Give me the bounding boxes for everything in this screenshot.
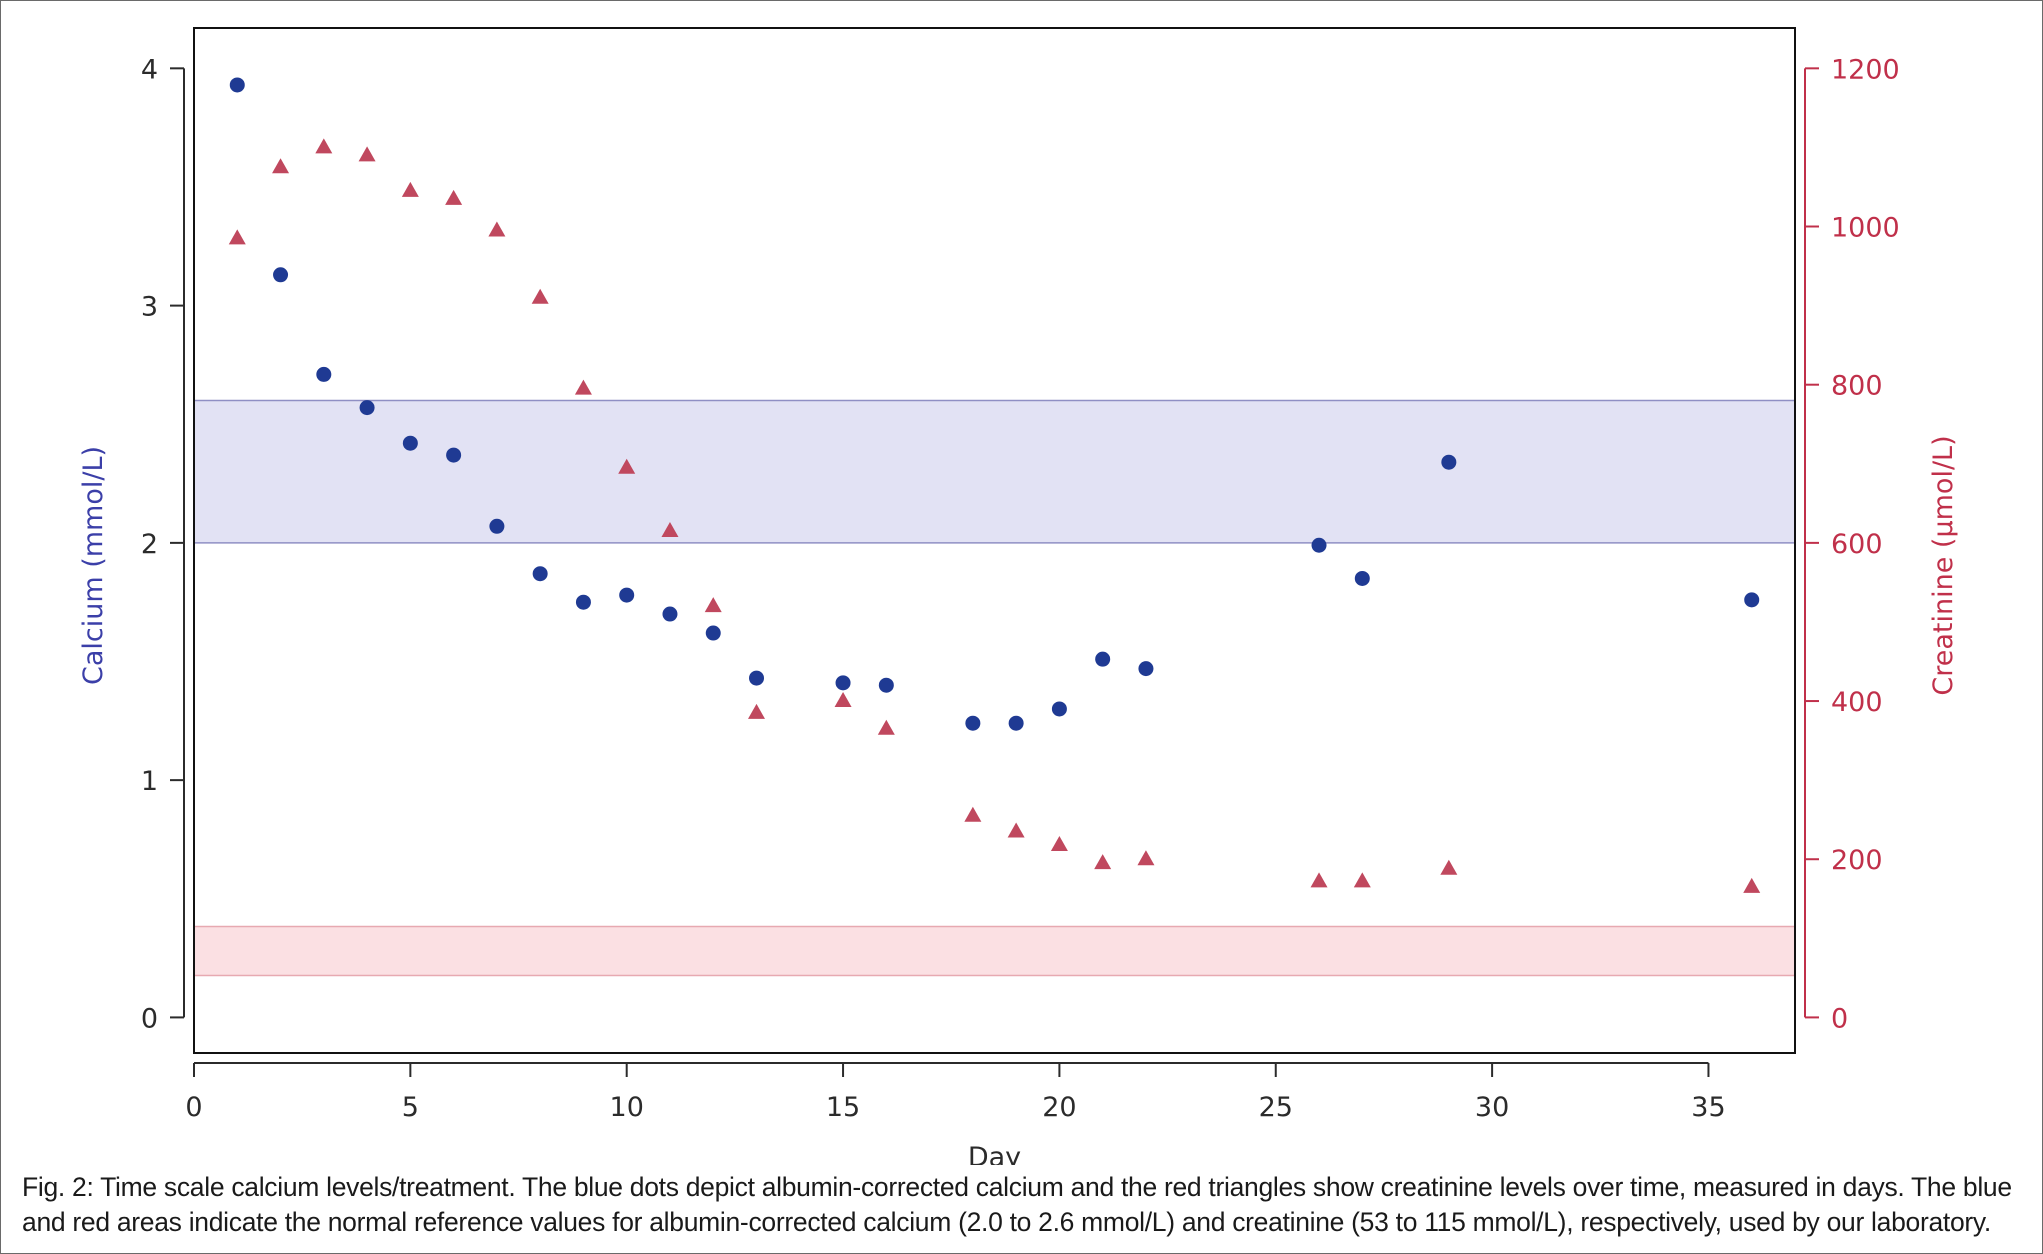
creatinine-point — [1310, 872, 1328, 888]
creatinine-point — [358, 146, 376, 162]
creatinine-point — [1050, 835, 1068, 851]
creatinine-point — [834, 692, 852, 708]
creatinine-point — [1440, 859, 1458, 875]
creatinine-point — [488, 221, 506, 237]
creatinine-point — [272, 158, 290, 174]
y2-tick-label: 1000 — [1831, 213, 1900, 244]
calcium-point — [965, 715, 981, 731]
y2-tick-label: 200 — [1831, 845, 1883, 876]
plot-area-border — [193, 27, 1796, 1054]
creatinine-point — [1353, 872, 1371, 888]
creatinine-point — [1743, 877, 1761, 893]
creatinine-point — [1137, 850, 1155, 866]
data-marks — [228, 77, 1761, 893]
caption-line-1: Fig. 2: Time scale calcium levels/treatm… — [22, 1172, 2012, 1202]
calcium-point — [662, 606, 678, 622]
chart: 0 5 10 15 20 25 30 35 0 1 2 3 4 0 200 400 600 800 1000 12… — [78, 27, 1959, 1165]
caption-line-2: and red areas indicate the normal refere… — [22, 1207, 1991, 1237]
reference-band-left — [194, 400, 1795, 543]
creatinine-point — [315, 138, 333, 154]
x-tick-label: 30 — [1475, 1092, 1509, 1123]
creatinine-point — [748, 703, 766, 719]
calcium-point — [705, 625, 721, 641]
calcium-point — [316, 366, 332, 382]
reference-bands — [194, 399, 1795, 977]
y-axis-right: 0 200 400 600 800 1000 1200 — [1804, 54, 1900, 1034]
calcium-point — [273, 267, 289, 283]
x-tick-label: 0 — [185, 1092, 202, 1123]
creatinine-point — [661, 522, 679, 538]
y-tick-label: 4 — [141, 54, 158, 85]
calcium-point — [1354, 570, 1370, 586]
y-tick-label: 1 — [141, 766, 158, 797]
x-axis: 0 5 10 15 20 25 30 35 — [185, 1062, 1726, 1123]
y2-tick-label: 1200 — [1831, 54, 1900, 85]
calcium-point — [446, 447, 462, 463]
calcium-point — [1051, 701, 1067, 717]
calcium-point — [575, 594, 591, 610]
creatinine-point — [877, 719, 895, 735]
y2-tick-label: 400 — [1831, 687, 1883, 718]
x-tick-label: 35 — [1691, 1092, 1725, 1123]
calcium-point — [835, 675, 851, 691]
y2-tick-label: 0 — [1831, 1003, 1848, 1034]
calcium-point — [1744, 592, 1760, 608]
calcium-point — [619, 587, 635, 603]
x-tick-label: 20 — [1042, 1092, 1076, 1123]
x-tick-label: 10 — [610, 1092, 644, 1123]
creatinine-point — [1094, 854, 1112, 870]
calcium-point — [1008, 715, 1024, 731]
y2-tick-label: 800 — [1831, 371, 1883, 402]
calcium-point — [489, 518, 505, 534]
x-tick-label: 25 — [1259, 1092, 1293, 1123]
calcium-point — [878, 677, 894, 693]
x-axis-title: Day — [968, 1142, 1021, 1165]
calcium-point — [532, 566, 548, 582]
figure-caption: Fig. 2: Time scale calcium levels/treatm… — [22, 1170, 2022, 1240]
creatinine-point — [445, 189, 463, 205]
creatinine-point — [574, 379, 592, 395]
creatinine-point — [618, 458, 636, 474]
calcium-point — [229, 77, 245, 93]
creatinine-point — [704, 597, 722, 613]
creatinine-point — [531, 288, 549, 304]
y-axis-right-title: Creatinine (μmol/L) — [1928, 435, 1959, 695]
calcium-point — [1441, 454, 1457, 470]
y2-tick-label: 600 — [1831, 529, 1883, 560]
creatinine-point — [401, 181, 419, 197]
calcium-point — [1311, 537, 1327, 553]
creatinine-point — [228, 229, 246, 245]
reference-band-right — [194, 926, 1795, 976]
y-tick-label: 2 — [141, 529, 158, 560]
creatinine-point — [964, 806, 982, 822]
calcium-point — [1138, 661, 1154, 677]
x-tick-label: 5 — [402, 1092, 419, 1123]
y-tick-label: 0 — [141, 1003, 158, 1034]
creatinine-point — [1007, 822, 1025, 838]
x-tick-label: 15 — [826, 1092, 860, 1123]
y-axis-left: 0 1 2 3 4 — [141, 54, 185, 1034]
calcium-point — [749, 670, 765, 686]
calcium-point — [359, 400, 375, 416]
calcium-point — [402, 435, 418, 451]
calcium-point — [1095, 651, 1111, 667]
y-tick-label: 3 — [141, 292, 158, 323]
y-axis-left-title: Calcium (mmol/L) — [78, 446, 109, 685]
